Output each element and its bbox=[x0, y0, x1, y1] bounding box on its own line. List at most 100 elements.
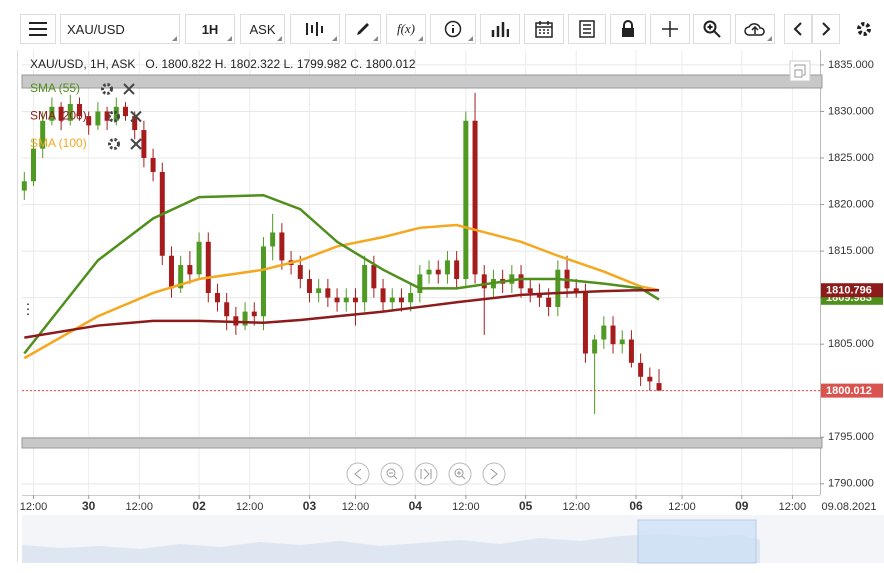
legend-settings-button[interactable] bbox=[108, 138, 120, 150]
candle bbox=[21, 171, 27, 200]
price-tag bbox=[821, 383, 883, 398]
cloud-button[interactable] bbox=[735, 14, 775, 44]
legend-remove-button[interactable] bbox=[130, 110, 142, 123]
candle-body bbox=[30, 148, 36, 182]
candle-body bbox=[371, 265, 377, 289]
volume-button[interactable] bbox=[480, 14, 520, 44]
settings-button[interactable] bbox=[848, 14, 880, 44]
candle-body bbox=[122, 106, 128, 117]
candle bbox=[398, 288, 404, 312]
candle bbox=[352, 288, 358, 326]
x-tick-label: 06 bbox=[629, 499, 643, 513]
candle-body bbox=[656, 383, 662, 391]
marks bbox=[21, 92, 820, 415]
draw-button[interactable] bbox=[345, 14, 381, 44]
x-tick-label: 04 bbox=[409, 499, 423, 513]
candle-body bbox=[306, 279, 312, 293]
menu-button[interactable] bbox=[20, 14, 56, 44]
candle-body bbox=[343, 297, 349, 303]
y-tick-label: 1805.000 bbox=[828, 338, 874, 350]
symbol-input[interactable]: XAU/USD bbox=[60, 14, 180, 44]
candle-body bbox=[546, 297, 552, 307]
candle-body bbox=[242, 311, 248, 326]
candle bbox=[389, 288, 395, 312]
candle-body bbox=[454, 260, 460, 280]
reset-button[interactable] bbox=[414, 462, 438, 486]
y-tick-label: 1795.000 bbox=[828, 431, 874, 443]
candle bbox=[214, 283, 220, 312]
sma-line bbox=[23, 193, 660, 355]
scroll-left-button[interactable] bbox=[346, 462, 370, 486]
candle bbox=[362, 255, 368, 312]
zoom-button[interactable] bbox=[693, 14, 731, 44]
candle-body bbox=[463, 120, 469, 280]
legend-settings-button[interactable] bbox=[101, 83, 113, 95]
price-type-button[interactable]: ASK bbox=[240, 14, 285, 44]
candle-body bbox=[141, 130, 147, 158]
candle-body bbox=[536, 292, 542, 298]
indicators-button[interactable]: f(x) bbox=[386, 14, 426, 44]
candle-body bbox=[555, 269, 561, 307]
candle-body bbox=[279, 232, 285, 261]
chart-type-button[interactable] bbox=[290, 14, 340, 44]
candle bbox=[555, 260, 561, 317]
x-tick-label: 05 bbox=[519, 499, 533, 513]
candle bbox=[454, 251, 460, 289]
back-button[interactable] bbox=[784, 14, 812, 44]
candle-body bbox=[518, 274, 524, 289]
info-button[interactable] bbox=[430, 14, 476, 44]
candle bbox=[30, 139, 36, 186]
navigator-window[interactable] bbox=[637, 519, 757, 564]
legend-remove-button[interactable] bbox=[123, 83, 135, 95]
y-tick-label: 1835.000 bbox=[828, 59, 874, 71]
forward-button[interactable] bbox=[812, 14, 840, 44]
candle-body bbox=[76, 103, 82, 117]
navigator[interactable] bbox=[22, 515, 884, 564]
calendar-button[interactable] bbox=[524, 14, 564, 44]
resize-handle[interactable]: ⋮ bbox=[21, 301, 35, 317]
candle-body bbox=[58, 106, 64, 121]
candle bbox=[444, 251, 450, 284]
candle bbox=[656, 369, 662, 391]
candle-body bbox=[132, 116, 138, 131]
candle-body bbox=[224, 302, 230, 317]
candle bbox=[518, 265, 524, 298]
candle-body bbox=[638, 362, 644, 377]
legend-label: SMA (200) bbox=[30, 109, 87, 123]
crosshair-button[interactable] bbox=[650, 14, 690, 44]
candle-body bbox=[647, 376, 653, 382]
candle bbox=[196, 232, 202, 280]
candle bbox=[224, 292, 230, 331]
price-tag-label: 1800.012 bbox=[826, 385, 872, 397]
gear-icon bbox=[108, 138, 120, 150]
zoom-out-button[interactable] bbox=[380, 462, 404, 486]
candle bbox=[380, 279, 386, 312]
candle-body bbox=[527, 288, 533, 293]
candle-body bbox=[178, 265, 184, 289]
date-label: 09.08.2021 bbox=[821, 501, 876, 513]
zoom-in-button[interactable] bbox=[448, 462, 472, 486]
candle bbox=[67, 94, 73, 126]
candle-body bbox=[380, 288, 386, 303]
notes-button[interactable] bbox=[568, 14, 606, 44]
candle bbox=[592, 334, 598, 415]
candle bbox=[316, 279, 322, 303]
candle-body bbox=[214, 292, 220, 303]
scroll-right-button[interactable] bbox=[482, 462, 506, 486]
x-tick-label: 03 bbox=[303, 499, 317, 513]
price-tag bbox=[821, 283, 883, 298]
timeframe-button[interactable]: 1H bbox=[185, 14, 235, 44]
candle bbox=[104, 106, 110, 131]
candle-body bbox=[592, 339, 598, 354]
candle bbox=[141, 120, 147, 168]
candle-body bbox=[334, 297, 340, 303]
expand-button[interactable] bbox=[789, 60, 811, 82]
lock-button[interactable] bbox=[610, 14, 646, 44]
legend-settings-button[interactable] bbox=[108, 110, 120, 123]
candle-body bbox=[444, 260, 450, 275]
candle-body bbox=[417, 274, 423, 293]
x-tick-label: 12:00 bbox=[236, 501, 264, 513]
legend-remove-button[interactable] bbox=[130, 138, 142, 150]
gear-icon bbox=[108, 110, 120, 123]
